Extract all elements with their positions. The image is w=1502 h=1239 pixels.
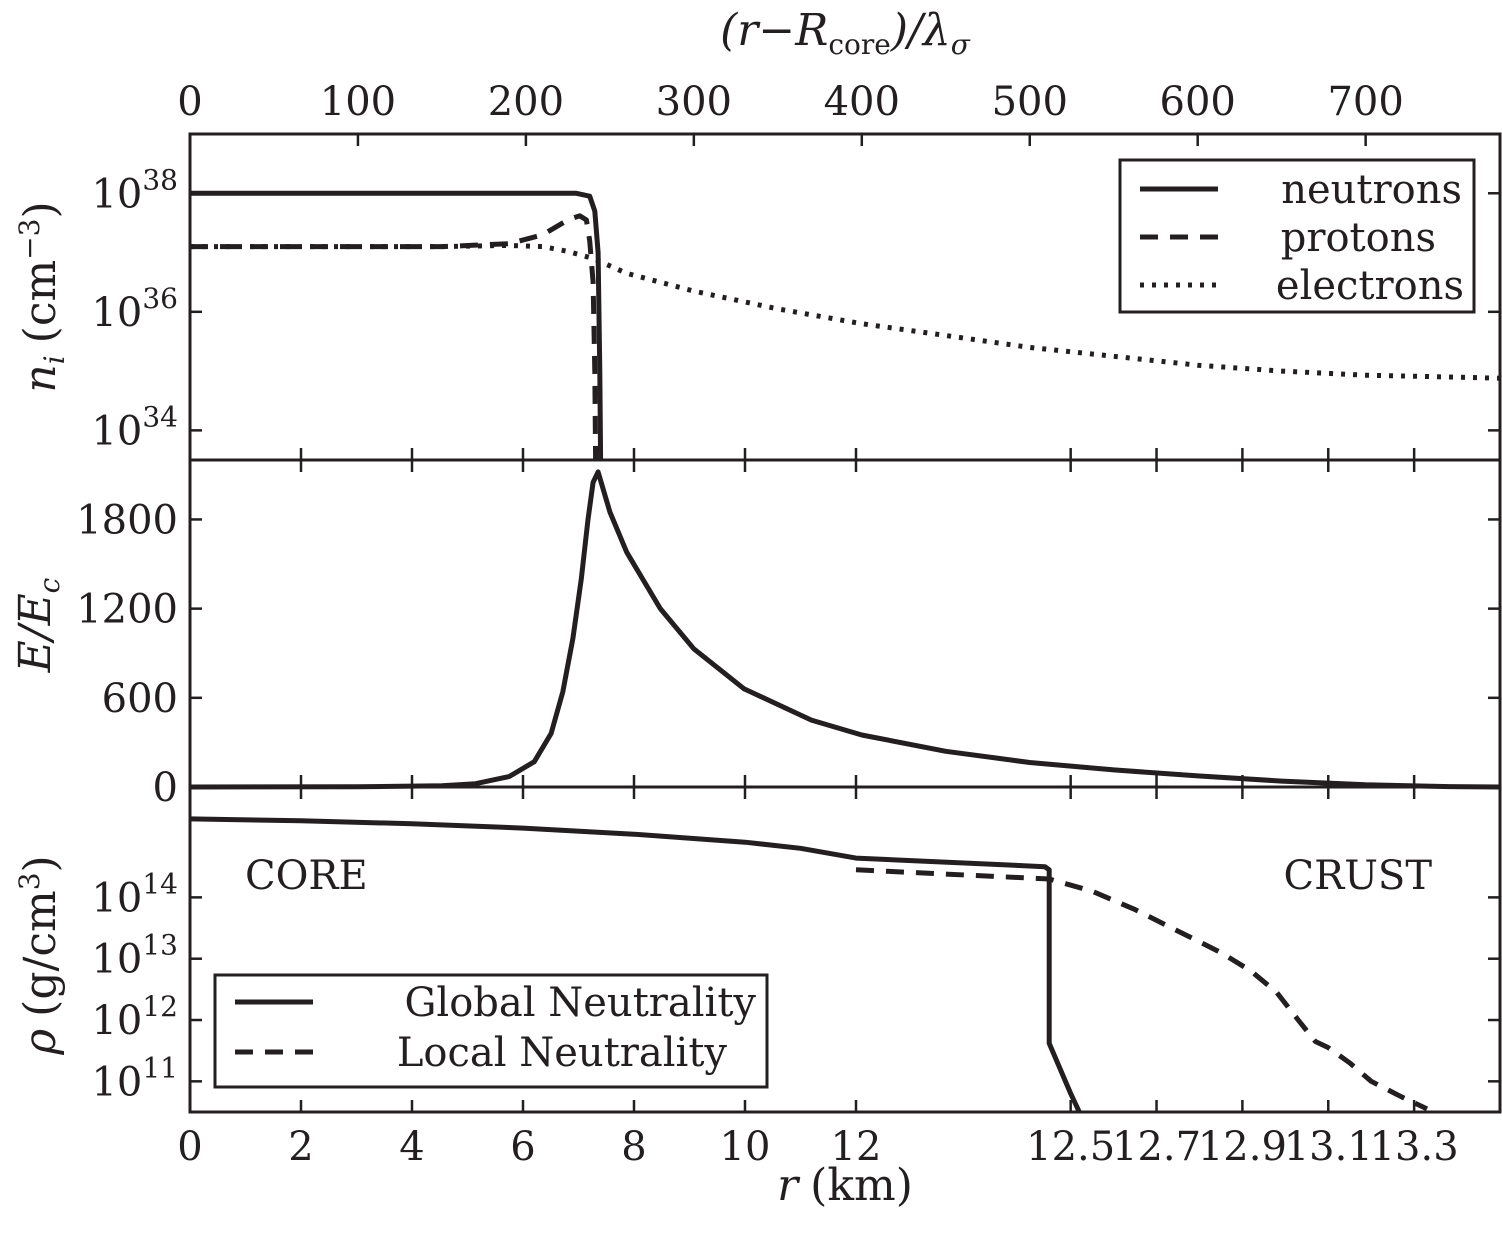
top-tick-label: 700	[1327, 79, 1403, 125]
legend-label-global-neutrality: Global Neutrality	[404, 980, 756, 1026]
density-curves	[190, 190, 1501, 461]
x-tick-label: 2	[288, 1124, 313, 1170]
top-axis-label: (r−Rcore)/λσ	[720, 5, 971, 61]
neutrality-legend-box	[213, 973, 769, 1089]
legend-label-electrons: electrons	[1276, 263, 1464, 309]
top-tick-label: 0	[177, 79, 202, 125]
density-y-label: ni(cm−3)	[13, 201, 71, 392]
mass-density-tick-label: 1011	[91, 1051, 178, 1105]
x-tick-label: 13.3	[1370, 1124, 1459, 1170]
mass-density-y-label: ρ(g/cm3)	[13, 855, 66, 1055]
density-tick-label: 1034	[91, 400, 178, 454]
x-tick-label: 12.7	[1112, 1124, 1201, 1170]
series-e-ec	[189, 469, 1501, 790]
top-tick-label: 100	[320, 79, 396, 125]
density-tick-label: 1038	[91, 163, 178, 217]
density-tick-label: 1036	[91, 282, 178, 336]
x-tick-label: 0	[177, 1124, 202, 1170]
mass-density-tick-label: 1012	[91, 990, 178, 1044]
field-curves	[189, 469, 1501, 790]
x-axis-label: r (km)	[777, 1160, 913, 1211]
series-global-neutrality	[189, 816, 1082, 1114]
legend-label-local-neutrality: Local Neutrality	[397, 1030, 728, 1076]
legend-label-protons: protons	[1281, 215, 1436, 261]
mass-density-y-ticks: 1014 1013 1012 1011	[91, 867, 1500, 1105]
x-axis-ticks: 0 2 4 6 8 10 12 12.512.712.913.113.3	[177, 448, 1459, 1170]
mass-density-panel-frame	[188, 785, 1502, 1114]
field-tick-label: 600	[102, 676, 178, 722]
x-tick-label: 12	[831, 1124, 882, 1170]
x-tick-label: 12.5	[1026, 1124, 1115, 1170]
field-tick-label: 0	[153, 765, 178, 811]
series-local-neutrality	[855, 867, 1429, 1112]
density-y-ticks: 1038 1036 1034	[91, 163, 1500, 454]
series-neutrons	[190, 190, 604, 461]
x-tick-label: 12.9	[1198, 1124, 1287, 1170]
x-tick-label: 6	[510, 1124, 535, 1170]
neutrality-legend: Global Neutrality Local Neutrality	[213, 973, 769, 1089]
top-tick-label: 500	[992, 79, 1068, 125]
x-tick-label: 4	[399, 1124, 424, 1170]
mass-density-tick-label: 1013	[91, 929, 178, 983]
series-electrons	[190, 242, 1501, 381]
field-panel: 0 600 1200 1800 E/Ec	[10, 458, 1502, 811]
field-y-ticks: 0 600 1200 1800	[76, 497, 1500, 811]
mass-density-tick-label: 1014	[91, 867, 178, 921]
mass-density-curves	[189, 816, 1429, 1114]
series-protons	[190, 213, 599, 461]
top-tick-label: 200	[488, 79, 564, 125]
top-tick-label: 300	[656, 79, 732, 125]
x-tick-label: 10	[720, 1124, 771, 1170]
density-panel: 1038 1036 1034 ni(cm−3) neutrons protons e…	[13, 132, 1502, 462]
x-tick-label: 8	[621, 1124, 646, 1170]
legend-label-neutrons: neutrons	[1281, 167, 1462, 213]
field-tick-label: 1800	[76, 497, 178, 543]
x-tick-label: 13.1	[1284, 1124, 1373, 1170]
field-panel-frame	[188, 458, 1502, 789]
top-tick-label: 600	[1160, 79, 1236, 125]
density-legend: neutrons protons electrons	[1118, 158, 1476, 314]
crust-label: CRUST	[1283, 853, 1432, 899]
field-tick-label: 1200	[76, 587, 178, 633]
top-axis-ticks: 0 100 200 300 400 500 600 700	[177, 79, 1404, 146]
top-tick-label: 400	[824, 79, 900, 125]
field-y-label: E/Ec	[10, 577, 66, 673]
core-label: CORE	[245, 853, 368, 899]
